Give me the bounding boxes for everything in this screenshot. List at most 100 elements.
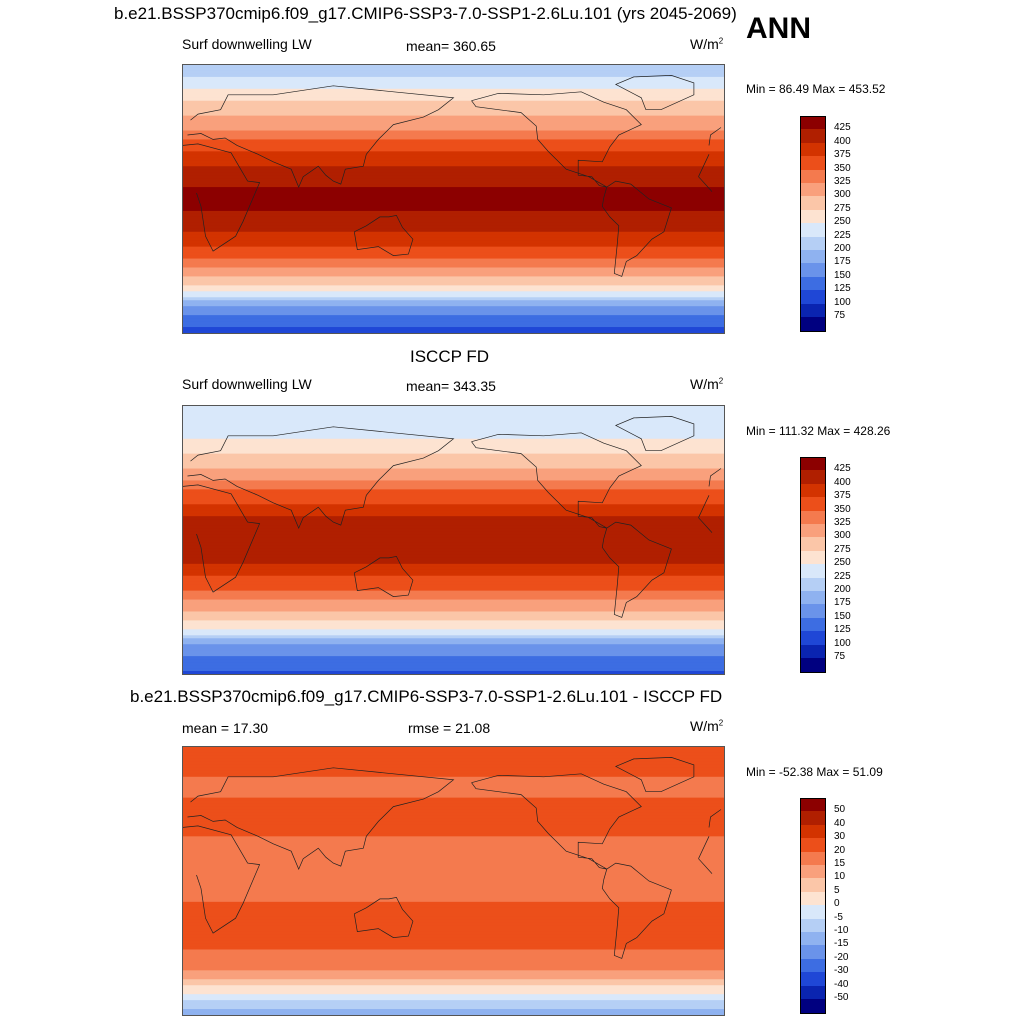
coastline xyxy=(708,127,722,146)
zonal-band xyxy=(183,85,724,90)
zonal-band xyxy=(183,540,724,544)
zonal-band xyxy=(183,306,724,310)
zonal-band xyxy=(183,641,724,645)
zonal-band xyxy=(183,115,724,120)
panel2-units: W/m2 xyxy=(690,376,724,392)
zonal-band xyxy=(183,270,724,275)
zonal-band xyxy=(183,584,724,589)
zonal-band xyxy=(183,282,724,286)
zonal-band xyxy=(183,330,724,333)
zonal-band xyxy=(183,525,724,529)
zonal-band xyxy=(183,255,724,260)
zonal-band xyxy=(183,94,724,99)
colorbar-swatch xyxy=(800,223,826,238)
zonal-band xyxy=(183,528,724,532)
colorbar-swatch xyxy=(800,838,826,853)
coastline xyxy=(187,767,455,870)
colorbar-tick-label: 325 xyxy=(834,176,851,187)
zonal-band xyxy=(183,160,724,164)
colorbar-tick-label: -20 xyxy=(834,951,849,963)
zonal-band xyxy=(183,447,724,452)
colorbar-tick-label: 425 xyxy=(834,122,851,134)
zonal-band xyxy=(183,614,724,619)
zonal-band xyxy=(183,199,724,203)
zonal-band xyxy=(183,432,724,437)
zonal-band xyxy=(183,560,724,565)
zonal-band xyxy=(183,142,724,146)
colorbar-tick-label: 30 xyxy=(834,831,846,843)
colorbar-tick-label: -5 xyxy=(834,911,843,923)
zonal-band xyxy=(183,228,724,233)
zonal-band xyxy=(183,815,724,820)
coastline xyxy=(698,858,713,874)
colorbar-swatch xyxy=(800,236,826,251)
colorbar-swatch xyxy=(800,183,826,197)
zonal-band xyxy=(183,949,724,954)
zonal-band xyxy=(183,863,724,867)
zonal-band xyxy=(183,327,724,331)
colorbar-tick-label: -40 xyxy=(834,978,849,990)
colorbar-tick-label: 100 xyxy=(834,637,851,649)
colorbar-swatch xyxy=(800,865,826,879)
zonal-band xyxy=(183,878,724,882)
zonal-band xyxy=(183,782,724,787)
zonal-band xyxy=(183,761,724,766)
colorbar-swatch xyxy=(800,303,826,318)
coastline xyxy=(183,484,261,593)
zonal-band xyxy=(183,190,724,194)
zonal-band xyxy=(183,563,724,568)
coastline xyxy=(601,521,672,618)
zonal-band xyxy=(183,109,724,114)
zonal-band xyxy=(183,133,724,138)
zonal-band xyxy=(183,1000,724,1004)
zonal-band xyxy=(183,904,724,909)
zonal-band xyxy=(183,659,724,663)
zonal-band xyxy=(183,1003,724,1007)
zonal-band xyxy=(183,145,724,149)
zonal-band xyxy=(183,175,724,179)
zonal-band xyxy=(183,656,724,660)
zonal-band xyxy=(183,201,724,206)
colorbar-tick-label: 350 xyxy=(834,162,851,174)
colorbar-tick-label: 10 xyxy=(834,871,846,883)
zonal-band xyxy=(183,626,724,630)
zonal-band xyxy=(183,883,724,888)
zonal-band xyxy=(183,889,724,894)
zonal-band xyxy=(183,264,724,269)
colorbar-tick-label: 5 xyxy=(834,884,840,896)
colorbar-swatch xyxy=(800,798,826,813)
zonal-band xyxy=(183,456,724,461)
zonal-band xyxy=(183,632,724,636)
zonal-band xyxy=(183,644,724,648)
zonal-band xyxy=(183,946,724,951)
zonal-band xyxy=(183,324,724,328)
zonal-band xyxy=(183,617,724,621)
zonal-band xyxy=(183,982,724,986)
zonal-band xyxy=(183,970,724,974)
panel3-minmax: Min = -52.38 Max = 51.09 xyxy=(746,765,883,779)
zonal-band xyxy=(183,196,724,200)
zonal-band xyxy=(183,943,724,948)
zonal-band xyxy=(183,803,724,808)
zonal-band xyxy=(183,462,724,467)
zonal-band xyxy=(183,937,724,942)
zonal-band xyxy=(183,65,724,69)
zonal-band xyxy=(183,504,724,508)
zonal-band xyxy=(183,755,724,760)
colorbar-tick-label: 175 xyxy=(834,597,851,609)
colorbar-swatch xyxy=(800,631,826,646)
zonal-band xyxy=(183,474,724,479)
colorbar-swatch xyxy=(800,290,826,305)
panel2-title: ISCCP FD xyxy=(410,347,490,366)
zonal-band xyxy=(183,450,724,455)
zonal-band xyxy=(183,818,724,823)
zonal-band xyxy=(183,958,724,962)
zonal-band xyxy=(183,869,724,873)
zonal-band xyxy=(183,647,724,651)
zonal-band xyxy=(183,163,724,167)
zonal-band xyxy=(183,566,724,571)
colorbar-swatch xyxy=(800,510,826,525)
zonal-band xyxy=(183,267,724,272)
colorbar-tick-label: 300 xyxy=(834,189,851,201)
zonal-band xyxy=(183,964,724,968)
